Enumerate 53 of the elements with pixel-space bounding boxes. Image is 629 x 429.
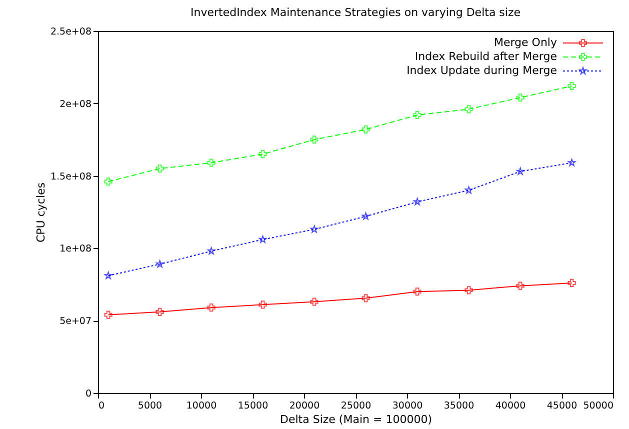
y-tick-label: 2e+08 [60,98,92,110]
x-tick-label: 15000 [238,400,268,412]
point [310,298,318,306]
point [207,247,216,254]
y-tick-label: 1e+08 [60,244,92,255]
x-tick-label: 35000 [444,400,474,412]
x-axis-title: Delta Size (Main = 100000) [280,413,432,426]
point [464,186,473,194]
legend-label: Index Update during Merge [406,64,558,77]
y-axis-title: CPU cycles [34,182,48,243]
point [258,150,267,158]
point [413,110,422,120]
point [413,198,422,206]
point [362,212,370,220]
point [104,178,112,186]
x-tick-label: 5000 [138,400,162,412]
point [258,300,267,309]
point [104,272,112,280]
x-tick-label: 50000 [583,400,614,412]
legend-label: Index Rebuild after Merge [414,50,558,63]
x-tick-label: 0 [98,400,105,412]
point [464,286,473,294]
y-tick-label: 0 [85,388,92,400]
x-tick-label: 40000 [495,400,526,412]
point [362,125,370,134]
point [207,158,216,167]
point [516,282,524,290]
point [413,288,422,296]
point [156,164,164,173]
point [568,158,576,166]
x-tick-label: 10000 [186,400,217,412]
point [310,225,318,233]
point [568,82,576,90]
point [156,308,164,316]
x-tick-label: 45000 [546,400,578,412]
y-tick-label: 5e+07 [60,316,92,328]
point [156,260,164,268]
point [104,310,112,319]
legend-label: Merge Only [494,36,558,49]
point [516,94,524,102]
point [464,105,473,114]
point [362,294,370,302]
point [310,136,318,144]
chart-title: InvertedIndex Maintenance Strategies on varying Delta size [190,6,521,19]
y-tick-label: 2.5e+08 [50,26,92,38]
point [207,304,216,312]
x-tick-label: 30000 [392,400,423,412]
x-tick-label: 20000 [289,400,320,412]
x-tick-label: 25000 [340,400,372,412]
point [568,278,576,287]
point [516,167,524,175]
y-tick-label: 1.5e+08 [50,171,92,182]
point [258,235,267,243]
